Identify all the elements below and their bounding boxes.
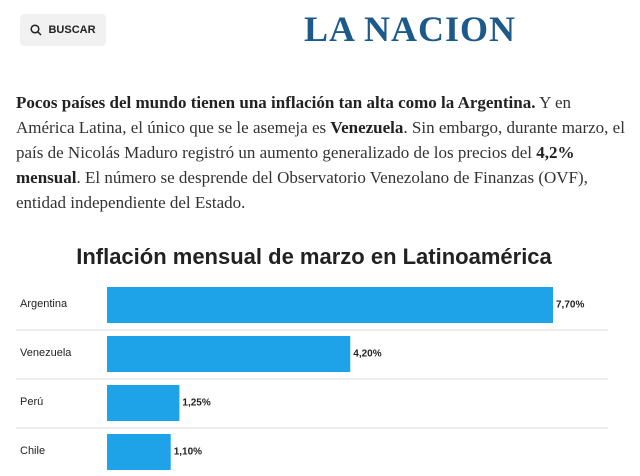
search-label: BUSCAR [48, 24, 96, 36]
text: Y en América Latina, el único que se le … [16, 93, 572, 137]
logo[interactable]: LA NACION [303, 9, 517, 49]
value-label: 1,25% [182, 398, 210, 409]
search-icon [30, 24, 42, 36]
bar [107, 287, 553, 323]
category-label: Venezuela [20, 347, 72, 359]
text: . El número se desprende del Observatori… [16, 168, 588, 212]
search-button[interactable]: BUSCAR [20, 14, 106, 46]
bold-text: 4,2% mensual [16, 143, 575, 187]
article-paragraph: Pocos países del mundo tienen una inflac… [16, 90, 628, 215]
bar [107, 336, 351, 372]
category-label: Argentina [20, 298, 68, 310]
category-label: Perú [20, 396, 43, 408]
chart-title: Inflación mensual de marzo en Latinoamér… [76, 244, 552, 269]
bold-text: Venezuela [330, 118, 404, 137]
value-label: 7,70% [556, 300, 584, 311]
category-label: Chile [20, 445, 45, 457]
chart: Inflación mensual de marzo en Latinoamér… [16, 244, 608, 470]
bar [107, 434, 171, 470]
text: . Sin embargo, durante marzo, el país de… [16, 118, 625, 162]
bold-text: Pocos países del mundo tienen una inflac… [16, 93, 536, 112]
value-label: 4,20% [353, 349, 381, 360]
value-label: 1,10% [174, 447, 202, 458]
bar [107, 385, 180, 421]
